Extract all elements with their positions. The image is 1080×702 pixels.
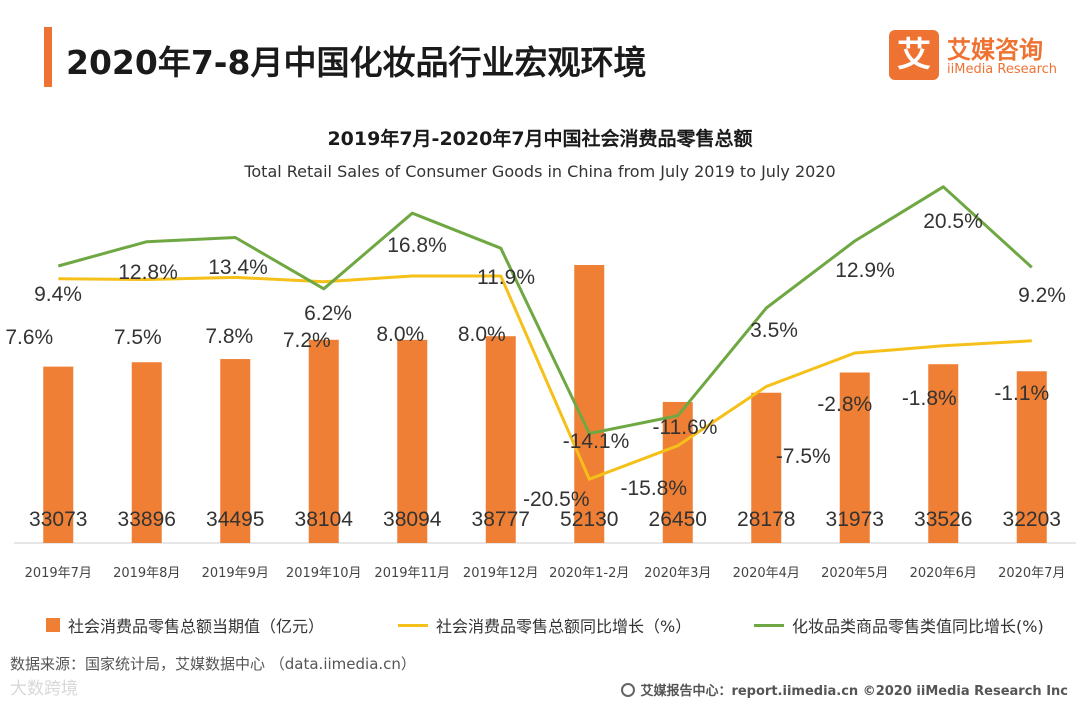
retail-growth-label-1: 7.6%	[5, 326, 53, 349]
cosmetics-growth-label-2: 12.8%	[118, 261, 178, 284]
cosmetics-growth-label-10: 12.9%	[835, 259, 895, 282]
iimedia-logo: 艾 艾媒咨询 iiMedia Research	[889, 28, 1064, 84]
retail-growth-label-7: -20.5%	[523, 488, 590, 511]
bar-12	[1016, 371, 1047, 543]
x-tick-label-2: 2019年8月	[113, 566, 180, 581]
bar-3	[220, 359, 251, 543]
x-tick-label-10: 2020年5月	[821, 566, 888, 581]
retail-growth-label-2: 7.5%	[114, 326, 162, 349]
bar-value-label-2: 33896	[118, 508, 176, 531]
retail-growth-label-11: -1.8%	[902, 387, 957, 410]
bar-8	[662, 401, 693, 543]
chart-legend: 社会消费品零售总额当期值（亿元） 社会消费品零售总额同比增长（%） 化妆品类商品…	[0, 613, 1080, 639]
bar-value-label-8: 26450	[649, 508, 707, 531]
title-accent-bar	[44, 27, 52, 87]
cosmetics-growth-label-11: 20.5%	[923, 210, 983, 233]
x-tick-label-8: 2020年3月	[644, 566, 711, 581]
legend-swatch-yellow-line	[398, 623, 428, 627]
bar-4	[308, 339, 339, 543]
cosmetics-growth-label-7: -14.1%	[563, 430, 630, 453]
bar-value-label-12: 32203	[1003, 508, 1061, 531]
legend-label-retail-value: 社会消费品零售总额当期值（亿元）	[68, 617, 325, 636]
x-tick-label-4: 2019年10月	[286, 566, 362, 581]
logo-name-cn: 艾媒咨询	[947, 36, 1043, 64]
x-tick-label-3: 2019年9月	[202, 566, 269, 581]
bar-5	[397, 339, 428, 543]
bar-10	[839, 372, 870, 543]
retail-growth-label-5: 8.0%	[376, 323, 424, 346]
footer: 艾媒报告中心：report.iimedia.cn ©2020 iiMedia R…	[621, 680, 1068, 699]
cosmetics-growth-label-4: 6.2%	[304, 302, 352, 325]
bar-value-label-11: 33526	[914, 508, 972, 531]
retail-growth-label-9: -7.5%	[776, 445, 831, 468]
bar-value-label-3: 34495	[206, 508, 264, 531]
x-tick-label-5: 2019年11月	[374, 566, 450, 581]
bar-2	[131, 362, 162, 543]
retail-growth-label-6: 8.0%	[458, 323, 506, 346]
retail-growth-label-10: -2.8%	[817, 393, 872, 416]
cosmetics-growth-label-9: 3.5%	[750, 319, 798, 342]
bar-6	[485, 336, 516, 543]
line-retail-growth	[58, 274, 1032, 481]
bar-value-label-1: 33073	[29, 508, 87, 531]
cosmetics-growth-label-12: 9.2%	[1018, 284, 1066, 307]
retail-growth-label-4: 7.2%	[283, 329, 331, 352]
bar-value-label-5: 38094	[383, 508, 442, 531]
legend-item-retail-value: 社会消费品零售总额当期值（亿元）	[46, 613, 324, 637]
x-tick-label-7: 2020年1-2月	[549, 566, 629, 581]
x-tick-label-12: 2020年7月	[998, 566, 1065, 581]
legend-swatch-green-line	[754, 623, 784, 627]
page-title: 2020年7-8月中国化妆品行业宏观环境	[66, 43, 647, 82]
cosmetics-growth-label-8: -11.6%	[653, 416, 718, 439]
legend-label-cosmetics-growth: 化妆品类商品零售类值同比增长(%)	[792, 617, 1044, 636]
bar-value-label-4: 38104	[295, 508, 354, 531]
retail-growth-label-8: -15.8%	[620, 477, 687, 500]
retail-growth-label-12: -1.1%	[994, 382, 1049, 405]
logo-name-en: iiMedia Research	[947, 62, 1058, 77]
retail-growth-label-3: 7.8%	[205, 325, 253, 348]
x-tick-label-6: 2019年12月	[463, 566, 539, 581]
bar-11	[928, 364, 959, 543]
chart-title: 2019年7月-2020年7月中国社会消费品零售总额	[327, 128, 753, 150]
logo-mark: 艾	[889, 30, 939, 80]
data-source: 数据来源：国家统计局，艾媒数据中心 （data.iimedia.cn）	[10, 655, 416, 673]
cosmetics-growth-label-6: 11.9%	[477, 266, 535, 289]
bar-7	[574, 265, 605, 543]
chart-subtitle: Total Retail Sales of Consumer Goods in …	[244, 162, 836, 181]
x-tick-label-9: 2020年4月	[733, 566, 800, 581]
legend-label-retail-growth: 社会消费品零售总额同比增长（%）	[436, 617, 692, 636]
cosmetics-growth-label-3: 13.4%	[208, 256, 268, 279]
x-tick-label-11: 2020年6月	[910, 566, 977, 581]
watermark: 大数跨境	[10, 679, 78, 699]
legend-item-retail-growth: 社会消费品零售总额同比增长（%）	[398, 613, 691, 637]
combo-chart: 33073 33896 34495 38104 38094 38777 52130 26450…	[5, 185, 1076, 581]
cosmetics-growth-label-5: 16.8%	[387, 234, 447, 257]
bar-value-label-7: 52130	[560, 508, 618, 531]
bar-value-label-10: 31973	[826, 508, 884, 531]
legend-item-cosmetics-growth: 化妆品类商品零售类值同比增长(%)	[754, 613, 1044, 637]
cosmetics-growth-label-1: 9.4%	[34, 283, 82, 306]
bar-1	[43, 366, 74, 543]
legend-swatch-bar	[46, 618, 60, 632]
bar-value-label-9: 28178	[737, 508, 795, 531]
line-cosmetics-growth	[57, 185, 1033, 435]
x-tick-label-1: 2019年7月	[25, 566, 92, 581]
footer-text: 艾媒报告中心：report.iimedia.cn ©2020 iiMedia R…	[640, 684, 1068, 699]
bar-value-label-6: 38777	[472, 508, 530, 531]
globe-icon	[621, 682, 636, 697]
bar-9	[751, 392, 782, 543]
